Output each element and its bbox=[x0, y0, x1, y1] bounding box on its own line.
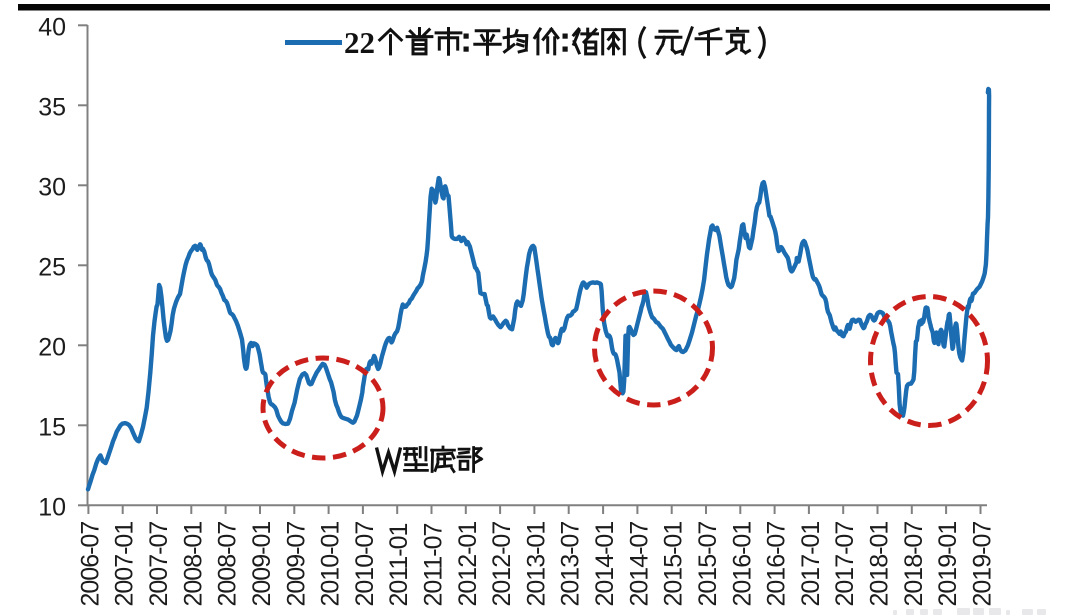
svg-text:2019-01: 2019-01 bbox=[934, 522, 962, 607]
svg-text:2014-01: 2014-01 bbox=[591, 522, 619, 607]
svg-text:2014-07: 2014-07 bbox=[625, 522, 653, 607]
svg-text:15: 15 bbox=[38, 413, 66, 441]
svg-text:2009-07: 2009-07 bbox=[282, 522, 310, 607]
svg-text:2013-07: 2013-07 bbox=[557, 522, 585, 607]
svg-text:2009-01: 2009-01 bbox=[248, 522, 276, 607]
svg-text:2007-07: 2007-07 bbox=[145, 522, 173, 607]
svg-text:2010-01: 2010-01 bbox=[317, 522, 345, 607]
svg-text:2013-01: 2013-01 bbox=[522, 522, 550, 607]
svg-text:2019-07: 2019-07 bbox=[969, 522, 997, 607]
svg-text:25: 25 bbox=[38, 253, 66, 281]
svg-text:2012-07: 2012-07 bbox=[488, 522, 516, 607]
svg-text:2018-01: 2018-01 bbox=[866, 522, 894, 607]
svg-text:2006-07: 2006-07 bbox=[76, 522, 104, 607]
svg-text:22: 22 bbox=[344, 25, 375, 60]
svg-text:2016-01: 2016-01 bbox=[728, 522, 756, 607]
svg-text:2008-01: 2008-01 bbox=[179, 522, 207, 607]
svg-text:2010-07: 2010-07 bbox=[351, 522, 379, 607]
svg-text:2016-07: 2016-07 bbox=[763, 522, 791, 607]
svg-text:2011-07: 2011-07 bbox=[420, 524, 448, 607]
svg-text:10: 10 bbox=[38, 493, 66, 521]
svg-text:35: 35 bbox=[38, 93, 66, 121]
svg-text:2017-07: 2017-07 bbox=[831, 522, 859, 607]
svg-text:2017-01: 2017-01 bbox=[797, 522, 825, 607]
svg-text:2008-07: 2008-07 bbox=[214, 522, 242, 607]
svg-text:2012-01: 2012-01 bbox=[454, 522, 482, 607]
svg-text:2011-01: 2011-01 bbox=[385, 524, 413, 607]
svg-text:20: 20 bbox=[38, 333, 66, 361]
svg-text:30: 30 bbox=[38, 173, 66, 201]
svg-text:2015-01: 2015-01 bbox=[660, 522, 688, 607]
svg-text:2007-01: 2007-01 bbox=[111, 522, 139, 607]
svg-text:2015-07: 2015-07 bbox=[694, 522, 722, 607]
svg-text:2018-07: 2018-07 bbox=[900, 522, 928, 607]
svg-text:40: 40 bbox=[38, 13, 66, 41]
